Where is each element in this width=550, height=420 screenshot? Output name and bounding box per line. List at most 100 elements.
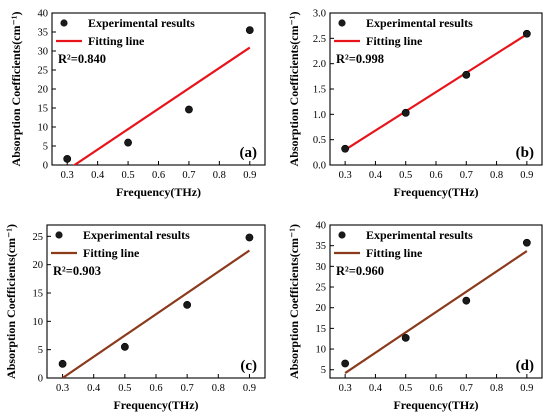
- x-tick-label: 0.3: [339, 383, 352, 394]
- chart-panel-c: 0.3 0.4 0.5 0.6 0.7 0.8 0.9 0 5 10 15 20 25 Frequency…: [4, 224, 266, 412]
- y-tick-label: 20: [316, 303, 327, 314]
- y-tick-label: 10: [316, 345, 327, 356]
- chart-panel-b: 0.3 0.4 0.5 0.6 0.7 0.8 0.9 0.0 0.5 1.0 1.5 2.0 2.5 3…: [287, 9, 543, 199]
- x-tick-label: 0.4: [369, 383, 383, 394]
- y-axis-label: Absorption Coefficients(cm⁻¹): [287, 12, 301, 167]
- r-squared-annotation: R²=0.840: [58, 52, 106, 66]
- y-tick-label: 0.0: [313, 161, 326, 172]
- y-tick-label: 10: [33, 317, 44, 328]
- y-tick-label: 5: [43, 142, 48, 153]
- y-tick-label: 5: [38, 345, 43, 356]
- y-tick-label: 15: [33, 289, 44, 300]
- fitting-line: [344, 33, 528, 151]
- x-axis-label: Frequency(THz): [393, 398, 478, 412]
- data-point: [462, 70, 471, 79]
- data-point: [183, 300, 192, 309]
- data-point: [401, 108, 410, 117]
- x-tick-label: 0.5: [399, 170, 412, 181]
- data-point: [245, 26, 254, 34]
- data-point: [462, 296, 471, 305]
- x-tick-label: 0.9: [243, 170, 256, 181]
- x-tick-label: 0.8: [490, 170, 503, 181]
- y-tick-label: 3.0: [313, 9, 326, 20]
- y-axis-label: Absorption Coefficients(cm⁻¹): [9, 12, 23, 167]
- data-point: [522, 238, 531, 247]
- y-tick-label: 0: [38, 374, 43, 385]
- plot-area: [341, 29, 531, 153]
- x-tick-label: 0.4: [91, 170, 105, 181]
- y-tick-label: 40: [38, 9, 49, 20]
- y-tick-label: 20: [33, 260, 44, 271]
- data-point: [341, 359, 350, 368]
- x-tick-label: 0.5: [118, 383, 131, 394]
- data-point: [185, 105, 193, 114]
- legend-label-experimental: Experimental results: [366, 16, 473, 30]
- panel-label: (a): [240, 145, 258, 161]
- y-tick-label: 30: [316, 262, 327, 273]
- x-tick-label: 0.6: [149, 383, 162, 394]
- data-point: [124, 138, 132, 147]
- x-tick-label: 0.8: [212, 383, 225, 394]
- y-tick-label: 1.0: [313, 110, 326, 121]
- x-tick-label: 0.8: [490, 383, 503, 394]
- plot-frame: [51, 12, 266, 166]
- legend-label-experimental: Experimental results: [83, 228, 190, 242]
- x-axis-label: Frequency(THz): [116, 185, 201, 199]
- y-axis-label: Absorption Coefficients(cm⁻¹): [4, 224, 18, 379]
- y-tick-label: 2.0: [313, 59, 326, 70]
- data-point: [245, 233, 254, 242]
- y-tick-label: 35: [316, 241, 327, 252]
- r-squared-annotation: R²=0.960: [336, 264, 384, 278]
- legend-marker-experimental: [55, 231, 63, 239]
- fitting-line: [61, 249, 251, 378]
- legend-marker-experimental: [338, 19, 346, 27]
- x-tick-label: 0.3: [339, 170, 352, 181]
- plot-area: [341, 238, 531, 374]
- plot-frame: [329, 12, 543, 166]
- x-tick-label: 0.6: [429, 383, 442, 394]
- panel-label: (c): [240, 358, 257, 374]
- x-tick-label: 0.8: [213, 170, 226, 181]
- y-tick-label: 25: [33, 232, 44, 243]
- x-tick-label: 0.7: [182, 170, 195, 181]
- plot-frame: [46, 224, 266, 379]
- legend-label-fitting: Fitting line: [88, 34, 145, 48]
- legend-label-fitting: Fitting line: [366, 34, 423, 48]
- x-tick-label: 0.7: [460, 170, 473, 181]
- fitting-line: [72, 46, 251, 165]
- panel-label: (b): [516, 145, 534, 161]
- legend-label-fitting: Fitting line: [83, 246, 140, 260]
- y-tick-label: 25: [316, 283, 327, 294]
- y-tick-label: 15: [316, 324, 327, 335]
- x-tick-label: 0.5: [399, 383, 412, 394]
- r-squared-annotation: R²=0.903: [53, 264, 101, 278]
- x-axis-label: Frequency(THz): [393, 185, 478, 199]
- x-tick-label: 0.6: [152, 170, 165, 181]
- y-tick-label: 20: [38, 85, 49, 96]
- y-tick-label: 2.5: [313, 34, 326, 45]
- y-tick-label: 10: [38, 123, 49, 134]
- plot-area: [58, 233, 254, 378]
- x-tick-label: 0.3: [61, 170, 74, 181]
- plot-area: [63, 26, 254, 165]
- plot-frame: [329, 224, 543, 379]
- x-tick-label: 0.7: [181, 383, 194, 394]
- legend-label-experimental: Experimental results: [88, 16, 195, 30]
- x-tick-label: 0.4: [87, 383, 101, 394]
- x-tick-label: 0.3: [56, 383, 69, 394]
- x-tick-label: 0.7: [460, 383, 473, 394]
- y-tick-label: 40: [316, 221, 327, 232]
- y-tick-label: 1.5: [313, 85, 326, 96]
- data-point: [522, 29, 531, 38]
- data-point: [58, 359, 67, 368]
- x-tick-label: 0.9: [243, 383, 256, 394]
- data-point: [401, 333, 410, 342]
- data-point: [63, 155, 72, 163]
- legend-marker-experimental: [338, 231, 346, 239]
- legend-marker-experimental: [60, 19, 68, 27]
- x-tick-label: 0.9: [520, 170, 533, 181]
- y-tick-label: 35: [38, 28, 49, 39]
- y-tick-label: 15: [38, 104, 49, 115]
- x-axis-label: Frequency(THz): [113, 398, 198, 412]
